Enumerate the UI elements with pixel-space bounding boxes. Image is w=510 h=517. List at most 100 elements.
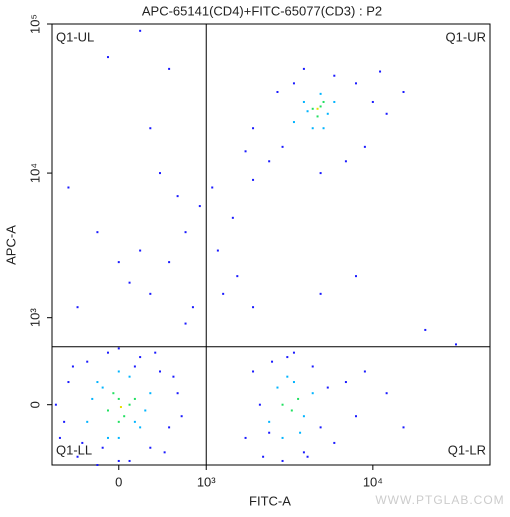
event-dot — [354, 82, 357, 85]
event-dot — [319, 172, 322, 175]
event-dot — [402, 426, 405, 429]
event-dot — [96, 231, 99, 234]
event-dot — [319, 292, 322, 295]
event-dot — [302, 415, 305, 418]
event-dot — [306, 110, 309, 113]
event-dot — [58, 436, 61, 439]
event-dot — [276, 386, 279, 389]
event-dot — [311, 365, 314, 368]
event-dot — [379, 70, 382, 73]
event-dot — [149, 127, 152, 130]
event-dot — [149, 292, 152, 295]
event-dot — [322, 127, 325, 130]
event-dot — [139, 29, 142, 32]
event-dot — [117, 420, 120, 423]
x-tick-label: 0 — [115, 474, 122, 489]
y-tick-label: 0 — [27, 401, 42, 408]
event-dot — [168, 426, 171, 429]
event-dot — [133, 397, 136, 400]
event-dot — [402, 90, 405, 93]
event-dot — [286, 375, 289, 378]
event-dot — [117, 370, 120, 373]
event-dot — [292, 121, 295, 124]
event-dot — [128, 375, 131, 378]
event-dot — [184, 322, 187, 325]
event-dot — [231, 216, 234, 219]
event-dot — [216, 249, 219, 252]
event-dot — [268, 420, 271, 423]
y-tick-label: 10⁵ — [27, 14, 42, 34]
event-dot — [297, 397, 300, 400]
event-dot — [302, 67, 305, 70]
y-axis-label: APC-A — [3, 225, 18, 265]
event-dot — [319, 92, 322, 95]
event-dot — [91, 397, 94, 400]
event-dot — [117, 397, 120, 400]
event-dot — [311, 392, 314, 395]
event-dot — [96, 464, 99, 466]
event-dot — [67, 381, 70, 384]
event-dot — [158, 370, 161, 373]
event-dot — [344, 160, 347, 163]
event-dot — [292, 381, 295, 384]
event-dot — [268, 431, 271, 434]
event-dot — [344, 381, 347, 384]
event-dot — [363, 145, 366, 148]
event-dot — [252, 178, 255, 181]
event-dot — [252, 127, 255, 130]
x-tick-label: 10³ — [197, 474, 216, 489]
event-dot — [54, 403, 57, 406]
event-dot — [96, 381, 99, 384]
event-dot — [333, 441, 336, 444]
event-dot — [363, 370, 366, 373]
x-axis-label: FITC-A — [249, 493, 291, 508]
event-dot — [191, 306, 194, 309]
event-dot — [133, 365, 136, 368]
plot-frame — [51, 23, 491, 466]
event-dot — [222, 292, 225, 295]
event-dot — [385, 392, 388, 395]
y-tick-label: 10⁴ — [27, 163, 42, 183]
event-dot — [117, 436, 120, 439]
event-dot — [311, 127, 314, 130]
event-dot — [106, 351, 109, 354]
event-dot — [112, 392, 115, 395]
event-dot — [258, 403, 261, 406]
event-dot — [252, 370, 255, 373]
event-dot — [319, 426, 322, 429]
event-dot — [326, 386, 329, 389]
event-dot — [106, 409, 109, 412]
event-dot — [306, 455, 309, 458]
event-dot — [244, 436, 247, 439]
event-dot — [302, 451, 305, 454]
event-dot — [176, 392, 179, 395]
event-dot — [123, 415, 126, 418]
event-dot — [326, 112, 329, 115]
event-dot — [133, 420, 136, 423]
event-dot — [236, 275, 239, 278]
event-dot — [292, 351, 295, 354]
event-dot — [158, 172, 161, 175]
event-dot — [333, 100, 336, 103]
event-dot — [76, 306, 79, 309]
event-dot — [371, 100, 374, 103]
event-dot — [211, 186, 214, 189]
watermark: WWW.PTGLAB.COM — [375, 493, 504, 507]
event-dot — [117, 459, 120, 462]
event-dot — [281, 459, 284, 462]
event-dot — [271, 360, 274, 363]
event-dot — [454, 343, 457, 346]
event-dot — [154, 351, 157, 354]
event-dot — [128, 403, 131, 406]
event-dot — [63, 420, 66, 423]
event-dot — [316, 107, 319, 110]
event-dot — [163, 451, 166, 454]
quadrant-label: Q1-UR — [446, 29, 486, 44]
event-dot — [139, 426, 142, 429]
event-dot — [86, 360, 89, 363]
event-dot — [302, 100, 305, 103]
event-dot — [262, 455, 265, 458]
event-dot — [172, 375, 175, 378]
event-dot — [144, 409, 147, 412]
